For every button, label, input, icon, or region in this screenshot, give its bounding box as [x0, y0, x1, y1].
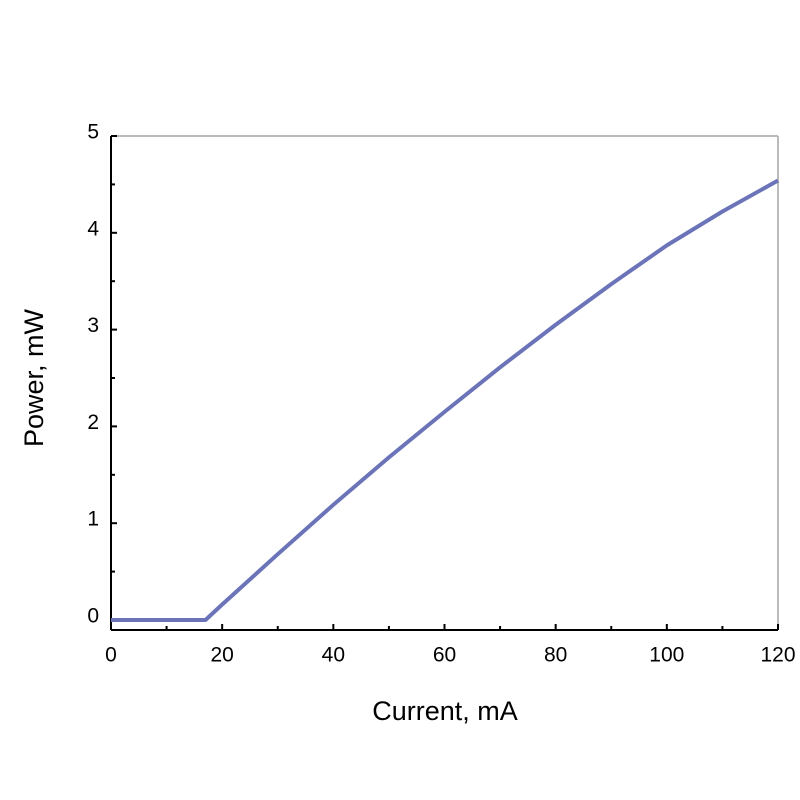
- x-tick-label: 0: [105, 644, 117, 667]
- x-tick-label: 20: [210, 644, 233, 667]
- x-tick-label: 80: [544, 644, 567, 667]
- y-axis-title: Power, mW: [19, 308, 49, 447]
- x-tick-label: 100: [649, 644, 684, 667]
- data-line: [111, 178, 779, 622]
- y-tick-label: 0: [87, 605, 99, 628]
- y-tick-label: 2: [87, 411, 99, 434]
- x-tick-label: 40: [322, 644, 345, 667]
- y-tick-label: 1: [87, 508, 99, 531]
- x-tick-label: 120: [760, 644, 795, 667]
- y-tick-label: 3: [87, 314, 99, 337]
- y-tick-label: 5: [87, 121, 99, 144]
- x-axis-title: Current, mA: [372, 696, 518, 726]
- x-tick-label: 60: [433, 644, 456, 667]
- y-tick-label: 4: [87, 217, 99, 240]
